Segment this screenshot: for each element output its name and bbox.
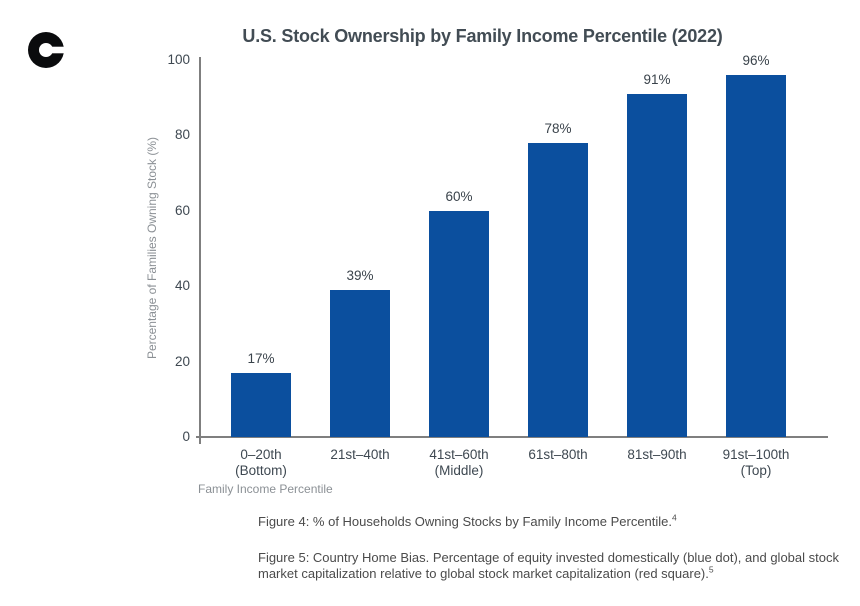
x-axis-line [196,436,828,438]
y-tick-label: 20 [174,353,190,369]
bar [627,93,687,437]
figure-5-caption-text: Figure 5: Country Home Bias. Percentage … [258,550,839,581]
x-tick-line2: (Middle) [434,463,484,478]
bar-value-label: 96% [742,53,770,69]
bar [330,289,390,437]
x-tick-label: 0–20th (Bottom) [235,447,287,479]
figure-4-caption-text: Figure 4: % of Households Owning Stocks … [258,514,673,529]
y-tick-label: 60 [174,202,190,218]
c-logo-icon [28,32,64,68]
y-axis-title: Percentage of Families Owning Stock (%) [145,136,159,360]
bar-value-label: 78% [544,120,572,136]
bar [231,372,291,437]
x-tick-line2: (Bottom) [235,463,287,478]
x-tick-line2: (Top) [740,463,772,478]
bar [429,210,489,437]
x-tick-line1: 61st–80th [528,447,588,462]
bar-value-label: 17% [247,350,275,366]
plot-area: 0 20 40 60 80 100 17% 0–20th (Bottom) 39% 21st–40t… [167,52,828,478]
figure-4-footnote-marker: 4 [672,512,677,523]
bar-value-label: 91% [643,71,671,87]
bar-value-label: 60% [445,188,473,204]
chart-title: U.S. Stock Ownership by Family Income Pe… [242,26,723,46]
y-axis-line [199,57,201,444]
y-tick-label: 100 [167,52,190,67]
x-tick-label: 81st–90th [627,447,686,463]
bar [528,142,588,437]
x-tick-label: 91st–100th (Top) [723,447,790,479]
figure-5-footnote-marker: 5 [708,564,714,575]
x-tick-label: 61st–80th [528,447,587,463]
x-tick-label: 41st–60th (Middle) [429,447,488,479]
x-axis-title: Family Income Percentile [198,482,333,496]
bar [726,75,786,437]
x-tick-line1: 21st–40th [330,447,390,462]
bar-value-label: 39% [346,267,374,283]
x-tick-line1: 41st–60th [429,447,489,462]
figure-5-caption: Figure 5: Country Home Bias. Percentage … [258,550,848,581]
x-tick-line1: 91st–100th [722,447,790,462]
x-tick-line1: 0–20th [240,447,282,462]
x-tick-line1: 81st–90th [627,447,687,462]
figure-4-caption: Figure 4: % of Households Owning Stocks … [258,512,848,530]
y-tick-label: 80 [174,127,190,143]
x-tick-label: 21st–40th [330,447,389,463]
y-tick-label: 40 [174,278,190,294]
y-tick-label: 0 [182,429,190,444]
company-logo [28,32,64,68]
